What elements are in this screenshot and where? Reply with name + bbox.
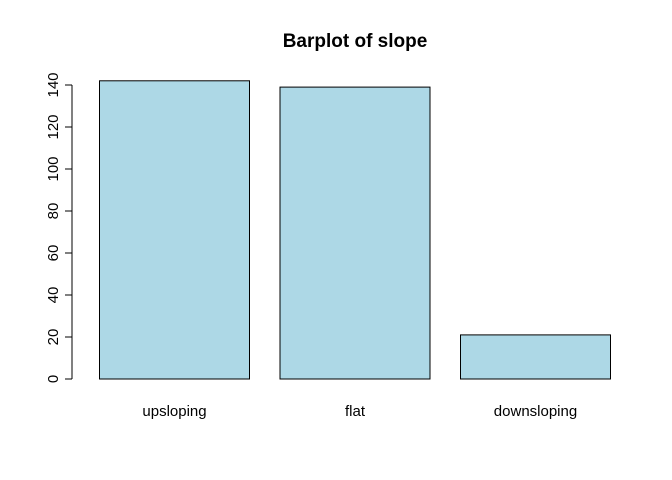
y-tick-label: 40 xyxy=(45,287,62,304)
y-tick-label: 60 xyxy=(45,245,62,262)
bar-upsloping xyxy=(99,80,250,380)
y-tick-label: 120 xyxy=(45,114,62,139)
y-tick-label: 0 xyxy=(45,375,62,383)
bar-downsloping xyxy=(460,334,611,380)
y-axis: 0 20 40 60 80 100 120 140 xyxy=(45,72,73,383)
bar-flat xyxy=(279,86,431,380)
y-tick-label: 80 xyxy=(45,203,62,220)
x-tick-label: flat xyxy=(345,403,366,420)
x-tick-label: downsloping xyxy=(494,403,577,420)
x-tick-label: upsloping xyxy=(142,403,206,420)
y-tick-label: 140 xyxy=(45,72,62,97)
y-tick-label: 100 xyxy=(45,156,62,181)
bars-group xyxy=(99,80,611,380)
y-tick-label: 20 xyxy=(45,329,62,346)
x-axis-labels: upsloping flat downsloping xyxy=(142,403,577,420)
chart-title: Barplot of slope xyxy=(283,31,428,52)
